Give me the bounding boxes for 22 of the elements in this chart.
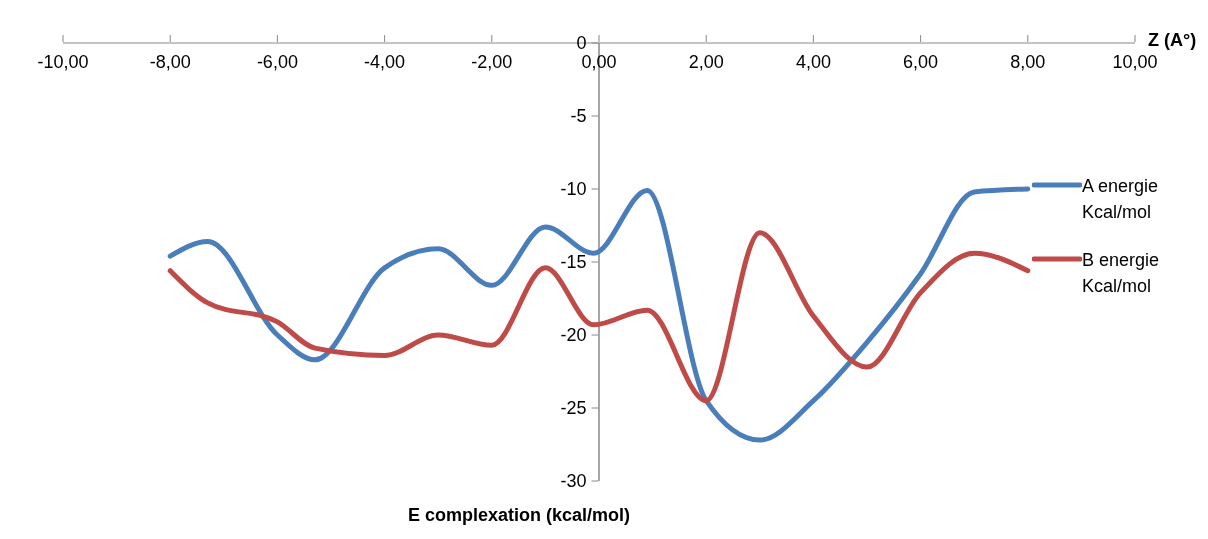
y-tick-label: -5 [570, 106, 587, 126]
y-tick-label: -10 [560, 179, 587, 199]
x-tick-label: 4,00 [795, 52, 831, 72]
y-tick-label: -30 [560, 471, 587, 491]
x-tick-label: -10,00 [37, 52, 89, 72]
x-tick-label: -8,00 [149, 52, 191, 72]
x-tick-label: 0,00 [581, 52, 617, 72]
x-axis-title: Z (A°) [1148, 30, 1197, 51]
x-tick-label: 2,00 [688, 52, 724, 72]
legend-label: A energie Kcal/mol [1082, 175, 1160, 224]
x-tick-label: -2,00 [471, 52, 513, 72]
y-tick-label: 0 [576, 33, 587, 53]
legend-label: B energie Kcal/mol [1082, 249, 1161, 298]
y-tick-label: -15 [560, 252, 587, 272]
x-tick-label: -4,00 [364, 52, 406, 72]
x-tick-label: -6,00 [256, 52, 298, 72]
x-tick-label: 10,00 [1112, 52, 1158, 72]
x-tick-label: 8,00 [1010, 52, 1046, 72]
y-tick-label: -20 [560, 325, 587, 345]
text: E complexation (kcal/mol) [408, 505, 631, 526]
x-tick-label: 6,00 [903, 52, 939, 72]
y-tick-label: -25 [560, 398, 587, 418]
